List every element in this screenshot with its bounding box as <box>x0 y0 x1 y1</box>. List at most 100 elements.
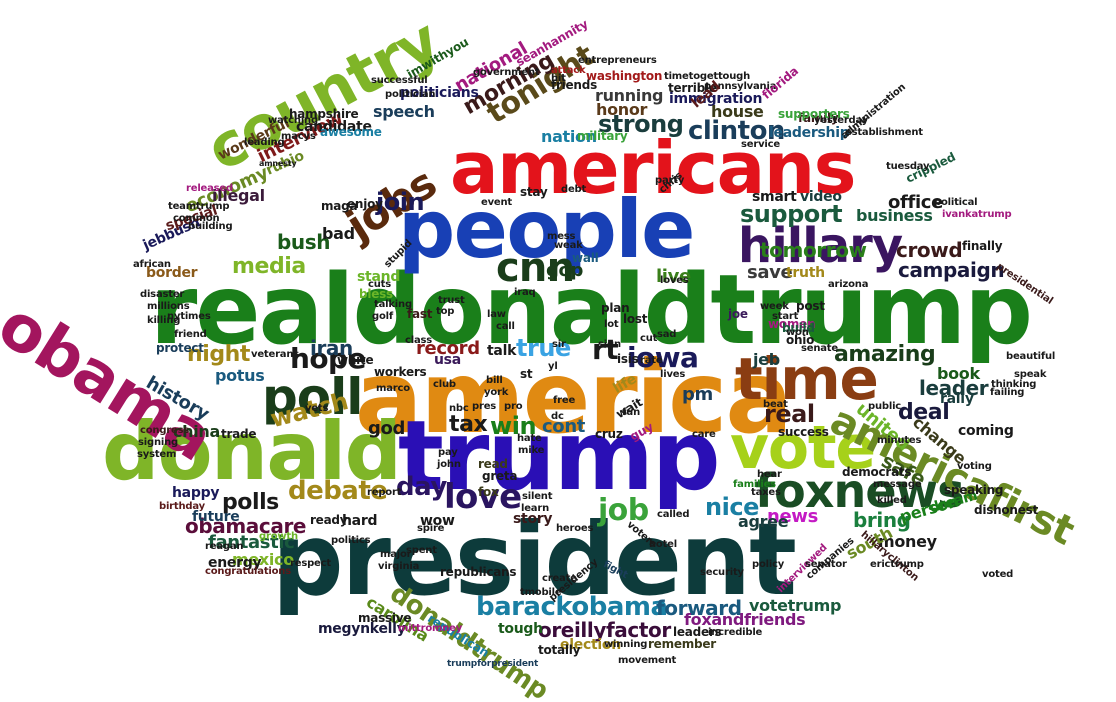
word-smart: smart <box>752 189 797 205</box>
word-hope: hope <box>290 342 367 375</box>
word-finally: finally <box>962 239 1003 253</box>
word-build: build <box>782 321 815 335</box>
word-rally: rally <box>940 391 974 407</box>
word-clinton: clinton <box>688 116 785 146</box>
word-foxnews: foxnews <box>755 464 965 518</box>
word-money: money <box>878 532 937 551</box>
word-isis: isis <box>617 352 639 366</box>
word-congress: congress <box>140 425 190 436</box>
word-weak: weak <box>554 240 583 251</box>
word-barackobama: barackobama <box>476 592 668 622</box>
word-veterans: veterans <box>251 349 300 360</box>
word-realdonaldtrump: realdonaldtrump <box>150 254 1033 366</box>
word-tuesday: tuesday <box>886 161 930 172</box>
word-bad: bad <box>322 224 355 243</box>
word-talking: talking <box>374 299 412 310</box>
word-spire: spire <box>417 523 445 534</box>
word-killed: killed <box>877 495 907 506</box>
word-john: john <box>437 459 461 470</box>
word-totally: totally <box>538 643 581 657</box>
word-house: house <box>711 102 764 121</box>
word-people: people <box>398 183 695 276</box>
word-friend: friend <box>174 329 207 340</box>
word-call: call <box>496 321 515 332</box>
word-joe: joe <box>728 307 748 321</box>
word-trumpforpresident: trumpforpresident <box>447 659 539 669</box>
word-heroes: heroes <box>556 523 594 534</box>
word-oreillyfactor: oreillyfactor <box>538 618 671 642</box>
word-potus: potus <box>215 366 265 385</box>
word-trust: trust <box>438 295 465 306</box>
word-arizona: arizona <box>828 279 869 290</box>
word-democrats: democrats <box>842 465 912 479</box>
word-true: true <box>516 334 571 362</box>
word-future: future <box>192 509 240 525</box>
word-obamacare: obamacare <box>185 514 307 538</box>
word-event: event <box>481 197 512 208</box>
word-nice: nice <box>705 493 759 521</box>
word-disaster: disaster <box>140 289 185 300</box>
word-dishonest: dishonest <box>974 503 1039 517</box>
word-talk: talk <box>487 343 517 359</box>
word-book: book <box>937 364 980 383</box>
word-thinking: thinking <box>991 379 1037 390</box>
word-nytimes: nytimes <box>167 311 211 322</box>
word-white: white <box>337 353 374 367</box>
word-dc: dc <box>551 411 564 422</box>
word-cut: cut <box>640 333 658 344</box>
word-learn: learn <box>521 503 550 514</box>
word-nbc: nbc <box>449 403 469 414</box>
word-politician: politician <box>385 89 436 100</box>
word-killing: killing <box>147 315 181 326</box>
word-reagan: reagan <box>205 541 244 552</box>
word-golf: golf <box>372 311 394 322</box>
word-time: time <box>735 345 879 413</box>
word-fun: fun <box>622 407 640 418</box>
word-ready: ready <box>310 513 348 527</box>
word-job: job <box>598 493 649 528</box>
word-beautiful: beautiful <box>1006 351 1056 362</box>
word-attack: attack <box>551 65 586 76</box>
word-service: service <box>741 139 780 150</box>
word-loves: loves <box>660 275 689 286</box>
word-growth: growth <box>259 531 298 542</box>
word-workers: workers <box>374 365 427 379</box>
word-cruz: cruz <box>595 427 623 441</box>
word-mess: mess <box>547 231 576 242</box>
word-americans: americans <box>450 126 857 210</box>
word-video: video <box>800 189 842 205</box>
word-bless: bless <box>359 287 393 301</box>
word-bush: bush <box>277 230 331 254</box>
word-agree: agree <box>738 512 789 531</box>
word-protect: protect <box>156 341 204 355</box>
word-entrepreneurs: entrepreneurs <box>578 55 657 66</box>
word-massive: massive <box>358 611 412 625</box>
word-president: president <box>272 501 797 618</box>
word-happy: happy <box>172 485 220 501</box>
word-erictrump: erictrump <box>870 559 924 570</box>
word-macys: macys <box>281 131 316 142</box>
word-speak: speak <box>1014 369 1047 380</box>
word-record: record <box>416 338 480 359</box>
word-fox: fox <box>478 485 499 499</box>
word-incredible: incredible <box>708 627 763 638</box>
word-major: major <box>380 549 412 560</box>
word-policy: policy <box>752 559 785 570</box>
word-released: released <box>186 183 233 194</box>
word-silent: silent <box>522 491 553 502</box>
word-iraq: iraq <box>514 287 536 298</box>
word-day: day <box>396 472 447 502</box>
word-america: america <box>355 339 793 456</box>
word-party: party <box>655 175 685 186</box>
word-crowd: crowd <box>896 238 963 262</box>
word-security: security <box>700 567 744 578</box>
word-st: st <box>520 367 533 381</box>
word-story: story <box>513 511 553 527</box>
word-report: report <box>367 487 402 498</box>
word-club: club <box>433 379 456 390</box>
word-debt: debt <box>561 184 587 195</box>
word-common: common <box>173 213 220 224</box>
word-jeb: jeb <box>753 350 780 369</box>
word-mike: mike <box>518 445 545 456</box>
